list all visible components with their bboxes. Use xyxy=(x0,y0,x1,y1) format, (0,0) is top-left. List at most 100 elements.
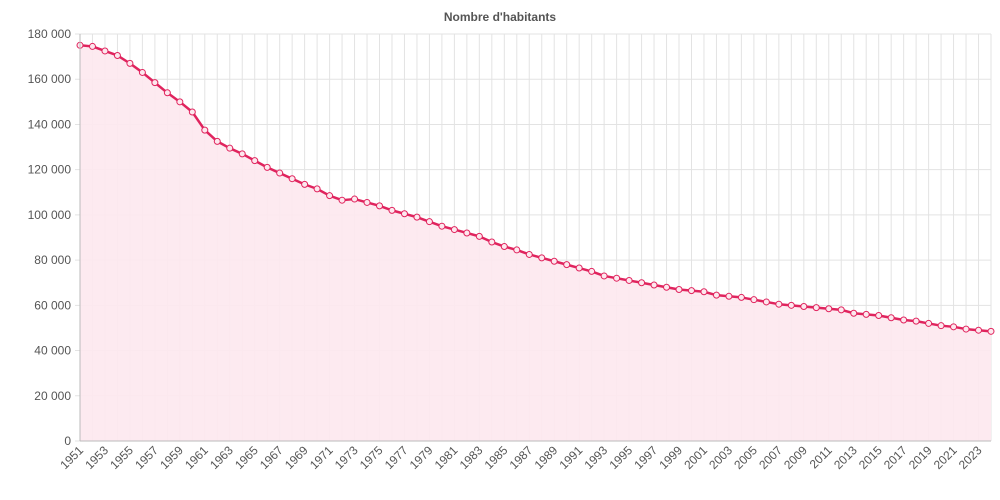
data-point[interactable] xyxy=(787,301,795,309)
data-point[interactable] xyxy=(663,283,671,291)
data-point[interactable] xyxy=(900,316,908,324)
data-point[interactable] xyxy=(800,302,808,310)
data-point[interactable] xyxy=(450,226,458,234)
x-tick-label: 1985 xyxy=(482,443,511,472)
data-point[interactable] xyxy=(413,213,421,221)
data-point[interactable] xyxy=(812,304,820,312)
data-point[interactable] xyxy=(188,108,196,116)
data-point[interactable] xyxy=(101,47,109,55)
y-tick-label: 140 000 xyxy=(28,117,72,131)
data-point[interactable] xyxy=(438,222,446,230)
x-tick-label: 1951 xyxy=(57,443,86,472)
data-point[interactable] xyxy=(351,195,359,203)
x-tick-label: 1983 xyxy=(457,443,486,472)
data-point[interactable] xyxy=(925,319,933,327)
data-point[interactable] xyxy=(513,246,521,254)
data-point[interactable] xyxy=(313,185,321,193)
data-point[interactable] xyxy=(388,206,396,214)
data-point[interactable] xyxy=(588,267,596,275)
x-tick-label: 1955 xyxy=(107,443,136,472)
data-point[interactable] xyxy=(151,79,159,87)
data-point[interactable] xyxy=(962,325,970,333)
data-point[interactable] xyxy=(201,126,209,134)
y-tick-label: 40 000 xyxy=(34,344,71,358)
chart-title: Nombre d'habitants xyxy=(444,10,557,24)
data-point[interactable] xyxy=(638,279,646,287)
x-tick-label: 1993 xyxy=(581,443,610,472)
data-point[interactable] xyxy=(88,42,96,50)
x-tick-label: 1987 xyxy=(507,443,536,472)
data-point[interactable] xyxy=(975,326,983,334)
data-point[interactable] xyxy=(887,314,895,322)
data-point[interactable] xyxy=(301,180,309,188)
y-tick-label: 20 000 xyxy=(34,389,71,403)
data-point[interactable] xyxy=(463,229,471,237)
data-point[interactable] xyxy=(775,300,783,308)
data-point[interactable] xyxy=(675,286,683,294)
x-tick-label: 1989 xyxy=(532,443,561,472)
data-point[interactable] xyxy=(625,276,633,284)
x-tick-label: 2013 xyxy=(831,443,860,472)
x-axis: 1951195319551957195919611963196519671969… xyxy=(57,440,991,472)
x-tick-label: 2021 xyxy=(931,443,960,472)
data-point[interactable] xyxy=(475,232,483,240)
data-point[interactable] xyxy=(750,296,758,304)
x-tick-label: 1981 xyxy=(432,443,461,472)
data-point[interactable] xyxy=(251,157,259,165)
data-point[interactable] xyxy=(238,150,246,158)
y-tick-label: 120 000 xyxy=(28,163,72,177)
data-point[interactable] xyxy=(500,243,508,251)
data-point[interactable] xyxy=(338,196,346,204)
y-tick-label: 80 000 xyxy=(34,253,71,267)
data-point[interactable] xyxy=(113,51,121,59)
data-point[interactable] xyxy=(600,272,608,280)
data-point[interactable] xyxy=(862,310,870,318)
data-point[interactable] xyxy=(700,288,708,296)
data-point[interactable] xyxy=(725,292,733,300)
data-point[interactable] xyxy=(687,287,695,295)
data-point[interactable] xyxy=(176,98,184,106)
data-point[interactable] xyxy=(163,89,171,97)
x-tick-label: 1975 xyxy=(357,443,386,472)
data-point[interactable] xyxy=(488,238,496,246)
data-point[interactable] xyxy=(363,198,371,206)
data-point[interactable] xyxy=(326,192,334,200)
data-point[interactable] xyxy=(762,298,770,306)
data-point[interactable] xyxy=(613,274,621,282)
data-point[interactable] xyxy=(712,291,720,299)
data-point[interactable] xyxy=(987,327,995,335)
data-point[interactable] xyxy=(850,309,858,317)
data-point[interactable] xyxy=(875,312,883,320)
x-tick-label: 1971 xyxy=(307,443,336,472)
data-point[interactable] xyxy=(425,218,433,226)
data-point[interactable] xyxy=(226,144,234,152)
data-point[interactable] xyxy=(525,250,533,258)
data-point[interactable] xyxy=(950,323,958,331)
data-point[interactable] xyxy=(126,59,134,67)
y-tick-label: 100 000 xyxy=(28,208,72,222)
data-point[interactable] xyxy=(288,175,296,183)
data-point[interactable] xyxy=(263,163,271,171)
data-point[interactable] xyxy=(737,293,745,301)
data-point[interactable] xyxy=(376,202,384,210)
data-point[interactable] xyxy=(575,264,583,272)
x-tick-label: 2005 xyxy=(731,443,760,472)
data-point[interactable] xyxy=(837,306,845,314)
data-point[interactable] xyxy=(550,257,558,265)
x-tick-label: 1997 xyxy=(631,443,660,472)
data-point[interactable] xyxy=(276,169,284,177)
x-tick-label: 1999 xyxy=(656,443,685,472)
data-point[interactable] xyxy=(825,305,833,313)
data-point[interactable] xyxy=(563,261,571,269)
x-tick-label: 1979 xyxy=(407,443,436,472)
data-point[interactable] xyxy=(937,322,945,330)
data-point[interactable] xyxy=(138,68,146,76)
data-point[interactable] xyxy=(400,210,408,218)
data-point[interactable] xyxy=(538,254,546,262)
data-point[interactable] xyxy=(213,137,221,145)
data-point[interactable] xyxy=(650,281,658,289)
area-fill-layer xyxy=(80,45,991,442)
data-point[interactable] xyxy=(912,317,920,325)
